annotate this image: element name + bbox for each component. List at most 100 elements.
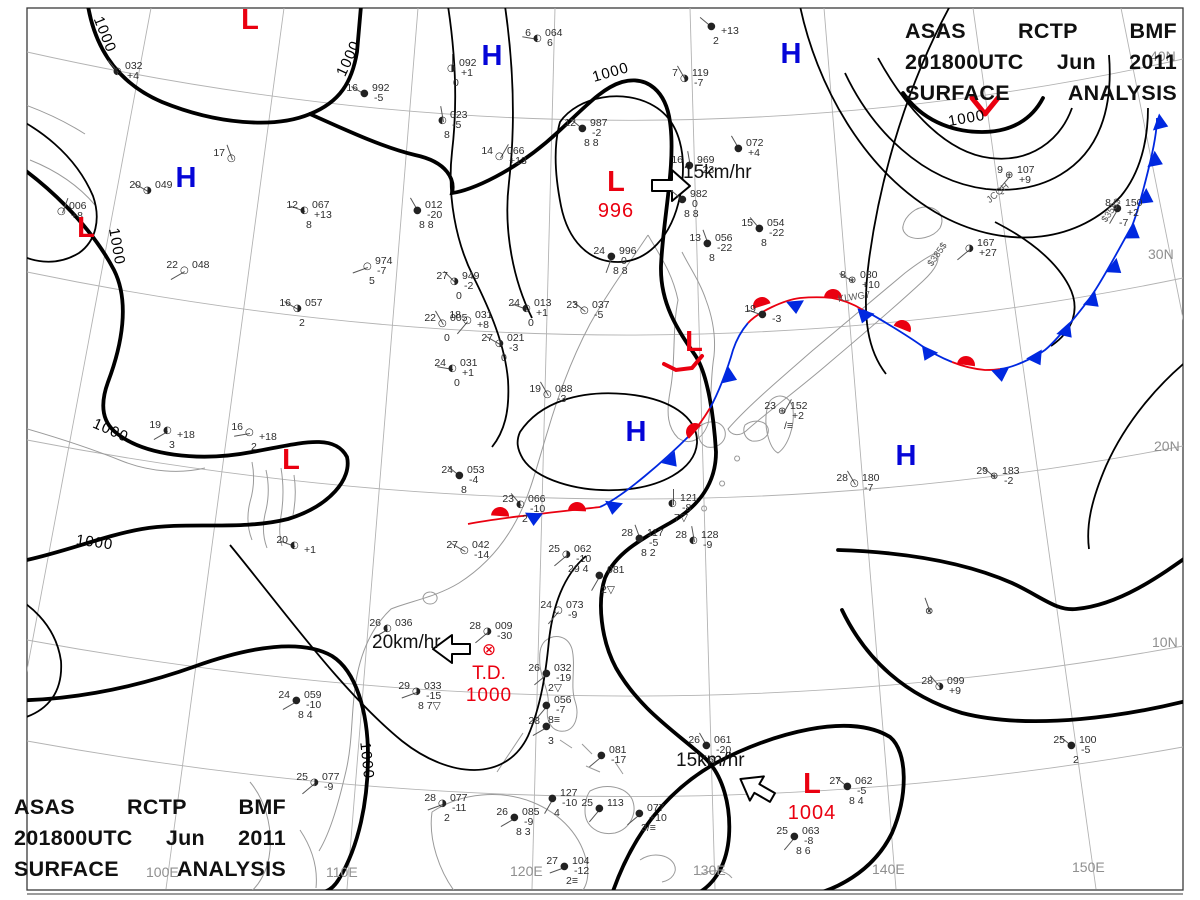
station-pressure: 099 <box>947 674 965 687</box>
station-tendency: +8 <box>71 210 83 222</box>
station-pressure: 080 <box>860 268 878 281</box>
station-tendency: -8 <box>804 835 814 847</box>
station-circle-icon: ◑ <box>562 549 571 560</box>
station-weather: 8 2 <box>641 547 656 559</box>
station-temp: 6 <box>525 26 531 39</box>
station-tendency: +4 <box>127 70 139 82</box>
station-temp: 29 <box>398 679 410 692</box>
station-tendency: -5 <box>649 537 659 549</box>
station-temp: 13 <box>689 231 701 244</box>
station-temp: 19 <box>744 302 756 315</box>
station-circle-icon: ● <box>607 251 616 262</box>
station-pressure: 107 <box>1017 163 1035 176</box>
station-circle-icon: ◑ <box>412 686 421 697</box>
station-weather: 8 8 <box>684 208 699 220</box>
station-pressure: 081 <box>607 563 625 576</box>
station-temp: 20 <box>129 178 141 191</box>
station-weather: 3 <box>548 735 554 747</box>
station-weather: 2≡ <box>566 875 578 887</box>
station-tendency: -22 <box>717 242 733 254</box>
station-pressure: 085 <box>522 805 540 818</box>
station-temp: 26 <box>496 805 508 818</box>
station-pressure: 053 <box>467 463 485 476</box>
station-pressure: 183 <box>1002 464 1020 477</box>
station-circle-icon: ● <box>758 309 767 320</box>
station-circle-icon: ◑ <box>293 303 302 314</box>
station-pressure: 048 <box>192 258 210 271</box>
station-pressure: 974 <box>375 254 393 267</box>
station-pressure: 077 <box>450 791 468 804</box>
tropical-depression-mark: ⊗ T.D. 1000 <box>466 642 512 706</box>
title-line-2: 201800UTC Jun 2011 <box>905 50 1177 74</box>
station-tendency: -10 <box>562 797 578 809</box>
pressure-center: H <box>781 40 802 73</box>
station-weather: 29 4 <box>568 563 589 575</box>
station-pressure: 969 <box>697 153 715 166</box>
station-tendency: -9 <box>703 539 713 551</box>
station-temp: 28 <box>675 528 687 541</box>
pressure-center-letter: H <box>625 416 647 448</box>
station-temp: 16 <box>279 296 291 309</box>
pressure-center-letter: H <box>780 38 802 70</box>
station-tendency: -23 <box>699 164 715 176</box>
station-circle-icon: ○ <box>850 478 859 489</box>
station-pressure: 180 <box>862 471 880 484</box>
station-circle-icon: ● <box>455 470 464 481</box>
station-tendency: +1 <box>461 67 473 79</box>
station-weather: 2 <box>522 513 528 525</box>
station-temp: 28 <box>469 619 481 632</box>
station-weather: 4 <box>554 807 560 819</box>
station-circle-icon: ● <box>755 223 764 234</box>
pressure-center: H <box>896 442 917 475</box>
station-pressure: 037 <box>592 298 610 311</box>
map-frame <box>26 7 1184 891</box>
station-temp: 17 <box>213 146 225 159</box>
station-temp: 25 <box>776 824 788 837</box>
pressure-center-letter: L <box>282 444 300 476</box>
station-circle-icon: ◐ <box>300 205 309 216</box>
station-tendency: -22 <box>769 227 785 239</box>
station-pressure: 127 <box>560 786 578 799</box>
title-block-top-right: ASAS RCTP BMF 201800UTC Jun 2011 SURFACE… <box>905 16 1177 109</box>
station-weather: 8 <box>444 129 450 141</box>
station-temp: 8 <box>1105 196 1111 209</box>
station-pressure: 057 <box>305 296 323 309</box>
station-pressure: 031 <box>460 356 478 369</box>
station-circle-icon: ○ <box>57 206 66 217</box>
station-weather: 8 <box>709 252 715 264</box>
station-tendency: +13 <box>314 209 332 221</box>
title-line-3: SURFACE ANALYSIS <box>14 857 286 881</box>
station-temp: 28 <box>836 471 848 484</box>
station-pressure: 042 <box>472 538 490 551</box>
station-tendency: -10 <box>306 699 322 711</box>
station-temp: 27 <box>436 269 448 282</box>
station-weather: 0 <box>444 332 450 344</box>
station-weather: 8 <box>306 219 312 231</box>
station-tendency: -11 <box>452 802 467 814</box>
station-tendency: +10 <box>862 279 880 291</box>
station-temp: 28 <box>621 526 633 539</box>
station-tendency: -3 <box>509 342 519 354</box>
station-circle-icon: ◐ <box>516 499 525 510</box>
station-pressure: 104 <box>572 854 590 867</box>
pressure-center-letter: H <box>175 162 197 194</box>
grid-coordinate-label: 110E <box>326 864 358 880</box>
grid-coordinate-label: 30N <box>1148 246 1174 262</box>
station-pressure: 077 <box>647 801 665 814</box>
station-pressure: 072 <box>746 136 764 149</box>
station-circle-icon: ◐ <box>448 363 457 374</box>
station-circle-icon: ● <box>595 570 604 581</box>
station-pressure: 005 <box>450 311 468 324</box>
station-tendency: -2 <box>1004 475 1014 487</box>
station-tendency: -5 <box>1081 744 1091 756</box>
station-temp: 22 <box>166 258 178 271</box>
station-temp: 26 <box>688 733 700 746</box>
station-weather: 0 <box>528 317 534 329</box>
station-tendency: -30 <box>497 630 513 642</box>
station-pressure: 119 <box>692 66 709 79</box>
station-weather: 2 <box>251 441 257 453</box>
station-pressure: 088 <box>555 382 573 395</box>
station-circle-icon: ● <box>413 205 422 216</box>
station-tendency: -3 <box>772 313 782 325</box>
